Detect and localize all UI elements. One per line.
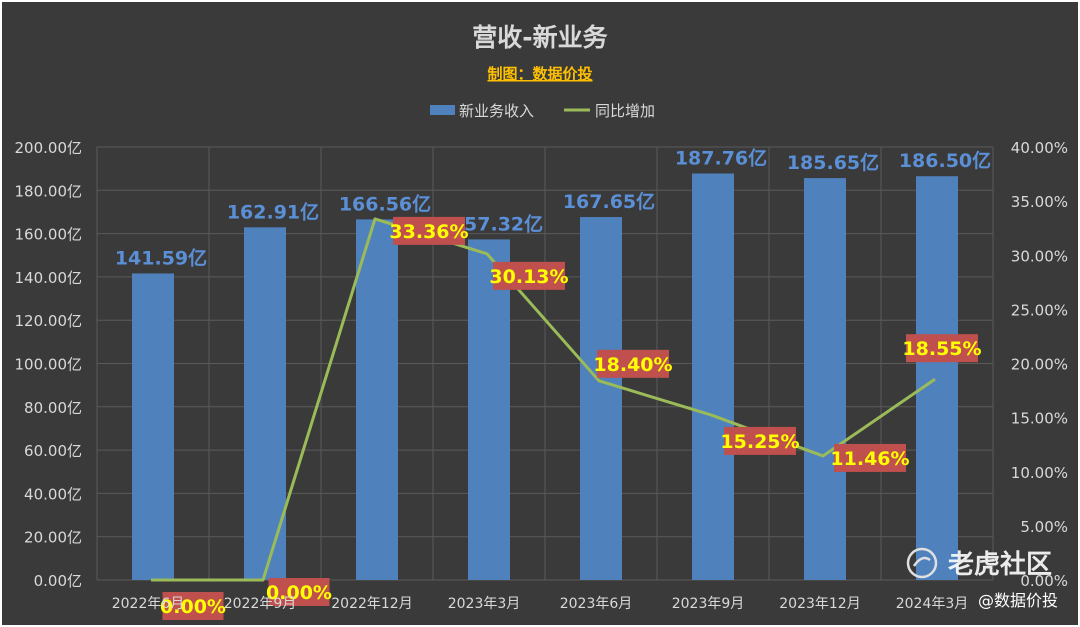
growth-label-box [597, 349, 669, 378]
bar-value-label: 167.65亿 [563, 190, 655, 213]
watermark-handle: @数据价投 [978, 591, 1058, 610]
left-tick-label: 120.00亿 [15, 312, 83, 330]
right-tick-label: 40.00% [1011, 139, 1068, 157]
bar [916, 176, 958, 581]
watermark: 老虎社区 @数据价投 [906, 547, 1058, 610]
legend: 新业务收入 同比增加 [430, 102, 655, 120]
watermark-community: 老虎社区 [948, 549, 1052, 580]
growth-label-box [724, 426, 796, 455]
growth-value-label: 18.55% [902, 338, 981, 360]
tiger-logo-icon [906, 547, 938, 579]
left-tick-label: 0.00亿 [34, 572, 82, 590]
bar [692, 173, 734, 580]
growth-label-box [268, 578, 330, 606]
left-axis-ticks: 0.00亿 20.00亿 40.00亿 60.00亿 80.00亿 100.00亿 120.… [15, 139, 83, 590]
left-tick-label: 100.00亿 [15, 356, 83, 374]
bar-value-label: 166.56亿 [339, 192, 431, 215]
bar-value-label: 185.65亿 [787, 151, 879, 174]
tiger-logo-stripe [912, 556, 931, 567]
growth-label-box [493, 261, 565, 290]
category-label: 2022年9月 [224, 596, 297, 612]
bar-value-label: 186.50亿 [899, 149, 991, 172]
right-tick-label: 0.00% [1020, 572, 1068, 590]
category-label: 2022年12月 [331, 596, 412, 612]
growth-value-label: 0.00% [160, 596, 226, 618]
growth-label-box [162, 592, 224, 620]
bar-value-label: 187.76亿 [675, 146, 767, 169]
left-tick-label: 160.00亿 [15, 226, 83, 244]
growth-polyline [151, 217, 936, 582]
growth-value-label: 0.00% [266, 582, 332, 604]
bar-value-label: 157.32亿 [451, 212, 543, 235]
chart-title: 营收-新业务 [472, 23, 607, 52]
growth-label-box [906, 334, 978, 363]
left-tick-label: 20.00亿 [24, 529, 82, 547]
growth-value-label: 30.13% [489, 266, 568, 288]
growth-value-label: 18.40% [593, 354, 672, 376]
bar-value-label: 141.59亿 [115, 246, 207, 269]
legend-line-label: 同比增加 [595, 102, 655, 120]
left-tick-label: 200.00亿 [15, 139, 83, 157]
right-tick-label: 10.00% [1011, 464, 1068, 482]
bar [356, 219, 398, 581]
left-tick-label: 80.00亿 [24, 399, 82, 417]
bar [804, 178, 846, 580]
bar [468, 239, 510, 580]
left-tick-label: 40.00亿 [24, 485, 82, 503]
right-tick-label: 25.00% [1011, 301, 1068, 319]
chart-subtitle: 制图：数据价投 [487, 65, 592, 83]
right-tick-label: 5.00% [1020, 518, 1068, 536]
left-tick-label: 180.00亿 [15, 182, 83, 200]
growth-label-box [393, 216, 465, 245]
growth-data-labels: 0.00% 0.00% 33.36% 30.13% 18.40% 15.25% 11.46%… [160, 216, 982, 620]
legend-bar-swatch [430, 105, 455, 115]
bar [132, 273, 174, 580]
category-label: 2024年3月 [896, 596, 969, 612]
right-tick-label: 35.00% [1011, 193, 1068, 211]
growth-value-label: 33.36% [389, 221, 468, 243]
category-label: 2023年6月 [560, 596, 633, 612]
bar [580, 217, 622, 580]
left-tick-label: 140.00亿 [15, 269, 83, 287]
category-label: 2023年12月 [779, 596, 860, 612]
category-label: 2023年3月 [448, 596, 521, 612]
growth-line [151, 217, 936, 582]
category-label: 2022年6月 [112, 596, 185, 612]
bar [244, 227, 286, 580]
growth-label-box [834, 443, 906, 472]
growth-value-label: 11.46% [830, 448, 909, 470]
right-tick-label: 30.00% [1011, 247, 1068, 265]
right-tick-label: 20.00% [1011, 356, 1068, 374]
right-axis-ticks: 0.00% 5.00% 10.00% 15.00% 20.00% 25.00% 30.00%… [1011, 139, 1068, 590]
right-tick-label: 15.00% [1011, 410, 1068, 428]
bar-value-label: 162.91亿 [227, 200, 319, 223]
legend-bar-label: 新业务收入 [459, 102, 534, 120]
bar-data-labels: 141.59亿 162.91亿 166.56亿 157.32亿 167.65亿 187.7… [115, 146, 991, 269]
bars [132, 173, 958, 581]
growth-value-label: 15.25% [720, 431, 799, 453]
category-label: 2023年9月 [672, 596, 745, 612]
left-tick-label: 60.00亿 [24, 442, 82, 460]
x-axis-categories: 2022年6月 2022年9月 2022年12月 2023年3月 2023年6月 2023… [112, 596, 969, 612]
